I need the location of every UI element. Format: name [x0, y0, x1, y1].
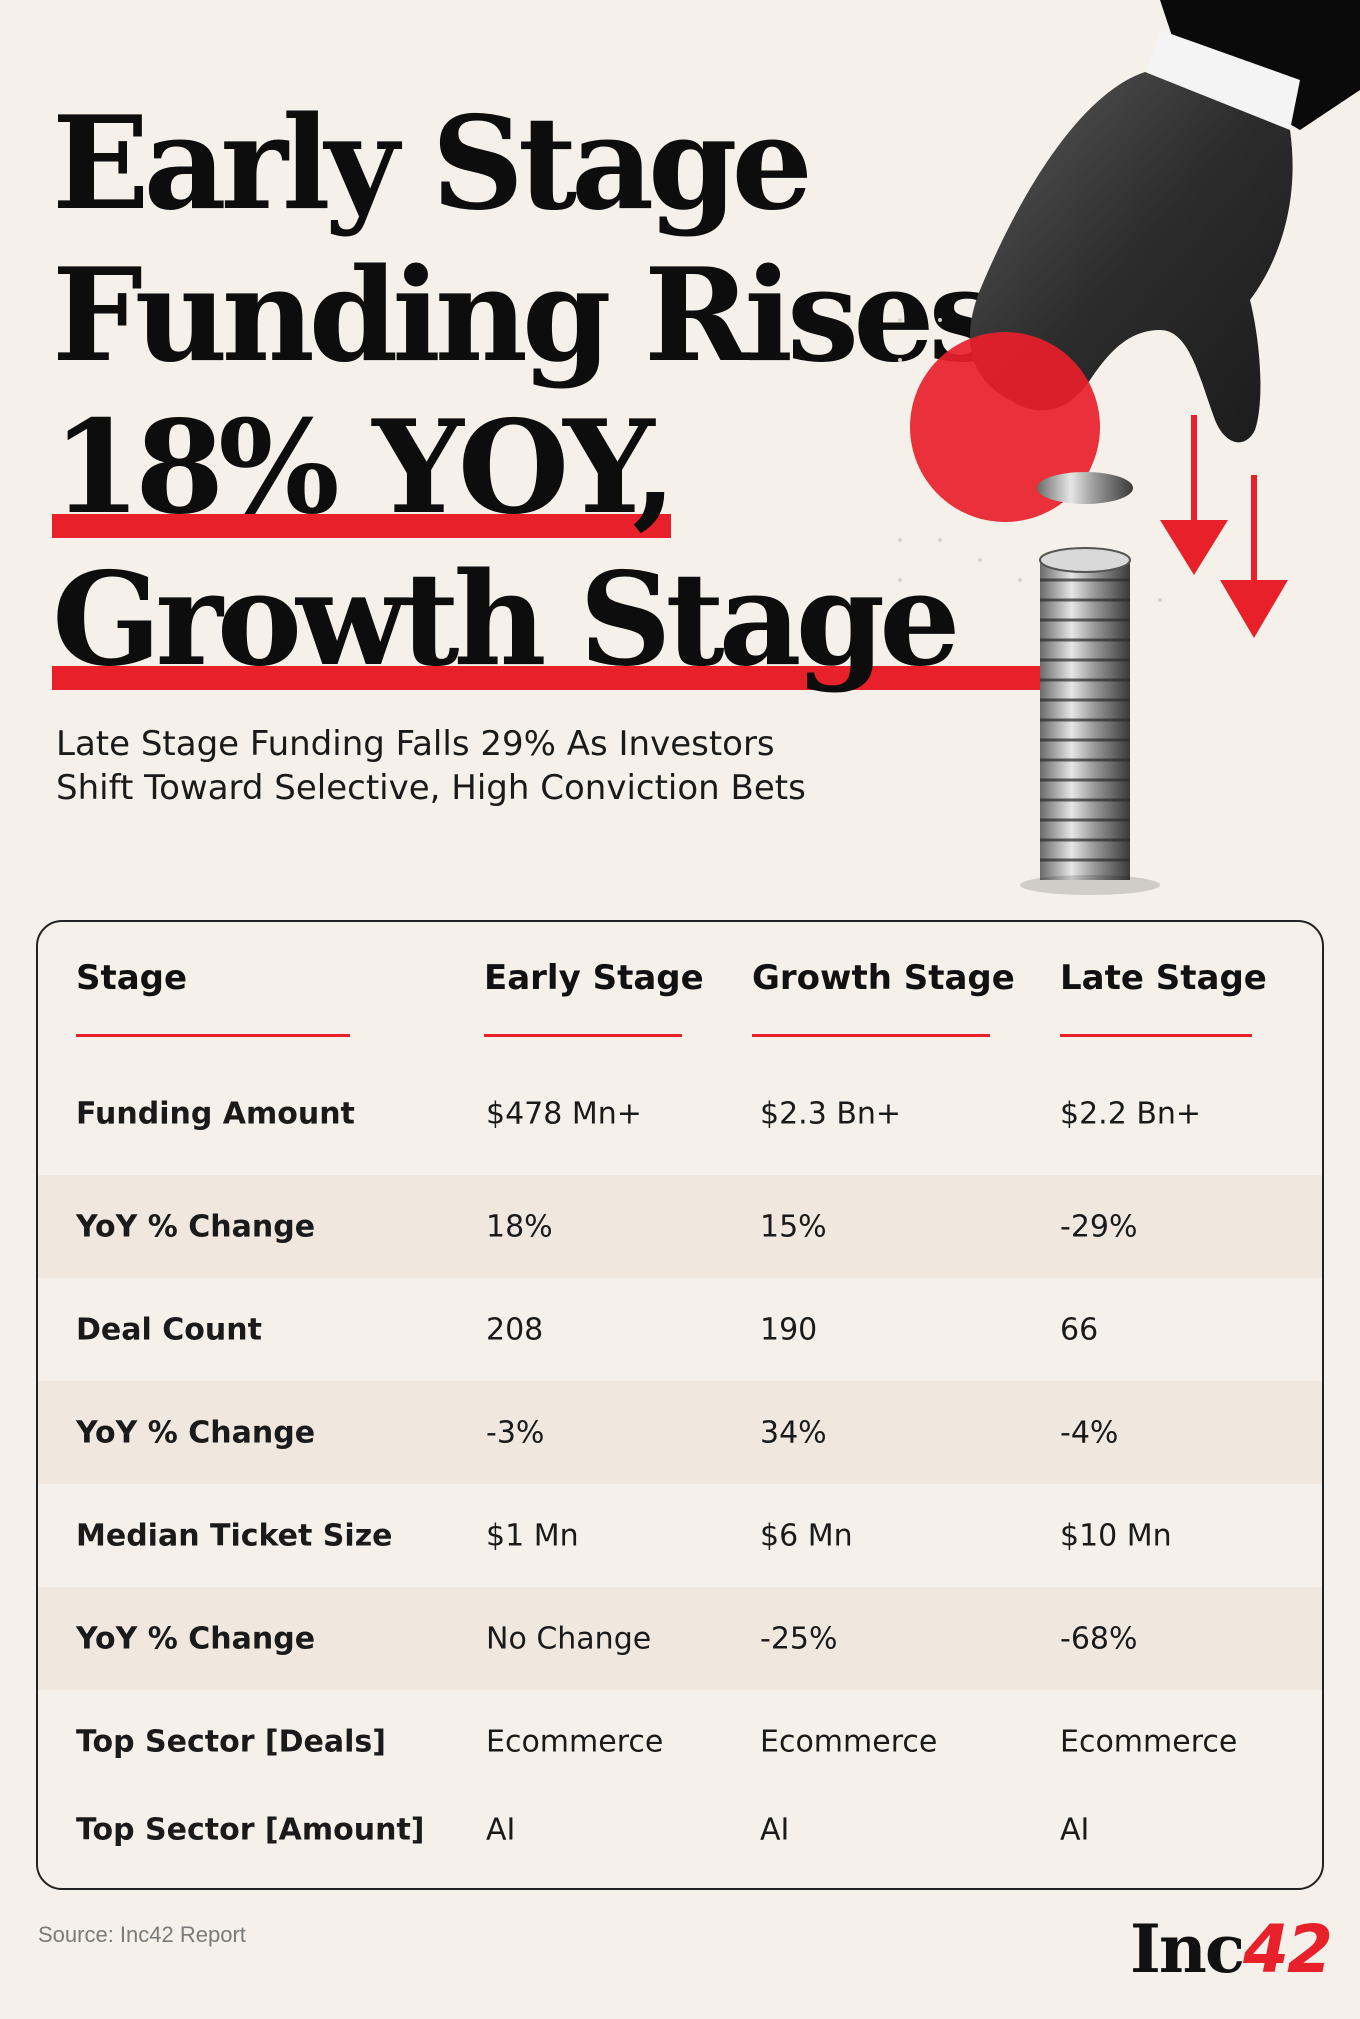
brand-logo: Inc42: [1130, 1910, 1333, 1988]
header-late-stage: Late Stage: [1060, 958, 1267, 998]
table-row: Top Sector [Deals] Ecommerce Ecommerce E…: [38, 1690, 1322, 1793]
table-cell: 15%: [760, 1209, 827, 1244]
table-cell: 208: [486, 1312, 544, 1347]
table-header: Stage Early Stage Growth Stage Late Stag…: [38, 922, 1322, 1042]
table-cell: -4%: [1060, 1415, 1119, 1450]
table-row: YoY % Change 18% 15% -29%: [38, 1175, 1322, 1278]
subheadline: Late Stage Funding Falls 29% As Investor…: [56, 722, 806, 810]
table-cell: -25%: [760, 1621, 838, 1656]
row-label: Funding Amount: [76, 1096, 355, 1131]
header-underline: [484, 1034, 682, 1037]
header-growth-stage: Growth Stage: [752, 958, 1015, 998]
table-cell: -68%: [1060, 1621, 1138, 1656]
header-underline: [76, 1034, 350, 1037]
table-cell: 18%: [486, 1209, 553, 1244]
table-cell: Ecommerce: [486, 1724, 664, 1759]
header-underline: [752, 1034, 990, 1037]
brand-text: Inc: [1130, 1910, 1245, 1988]
source-note: Source: Inc42 Report: [38, 1922, 246, 1947]
row-label: Deal Count: [76, 1312, 262, 1347]
header-early-stage: Early Stage: [484, 958, 704, 998]
cuff-shape: [1145, 30, 1300, 130]
row-label: YoY % Change: [76, 1621, 316, 1656]
brand-number: 42: [1243, 1911, 1333, 1988]
table-cell: $2.3 Bn+: [760, 1096, 902, 1131]
table-cell: $1 Mn: [486, 1518, 579, 1553]
table-cell: $478 Mn+: [486, 1096, 642, 1131]
table-cell: $6 Mn: [760, 1518, 853, 1553]
table-row: YoY % Change No Change -25% -68%: [38, 1587, 1322, 1690]
sleeve-shape: [1160, 0, 1360, 130]
coin-stack-icon: [1020, 547, 1160, 895]
table-cell: AI: [486, 1812, 516, 1847]
headline-line-2: Funding Rises: [52, 241, 1001, 391]
headline-line-4: Growth Stage: [52, 545, 1049, 695]
down-arrow-icon-2: [1220, 475, 1288, 638]
red-circle-shape: [910, 332, 1100, 522]
subheadline-line-2: Shift Toward Selective, High Conviction …: [56, 768, 806, 808]
table-row: Deal Count 208 190 66: [38, 1278, 1322, 1381]
row-label: YoY % Change: [76, 1209, 316, 1244]
table-cell: AI: [760, 1812, 790, 1847]
row-label: Top Sector [Amount]: [76, 1812, 425, 1847]
headline: Early Stage Funding Rises 18% YOY, Growt…: [52, 88, 1049, 696]
row-label: Top Sector [Deals]: [76, 1724, 386, 1759]
funding-table: Stage Early Stage Growth Stage Late Stag…: [36, 920, 1324, 1890]
falling-coin-icon: [1037, 472, 1133, 504]
table-cell: -29%: [1060, 1209, 1138, 1244]
table-cell: 66: [1060, 1312, 1099, 1347]
table-cell: No Change: [486, 1621, 652, 1656]
hand-dropping-coin-illustration: [898, 0, 1360, 895]
headline-line-3: 18% YOY,: [52, 393, 677, 543]
row-label: YoY % Change: [76, 1415, 316, 1450]
table-cell: Ecommerce: [760, 1724, 938, 1759]
subheadline-line-1: Late Stage Funding Falls 29% As Investor…: [56, 724, 775, 764]
table-row: YoY % Change -3% 34% -4%: [38, 1381, 1322, 1484]
table-cell: Ecommerce: [1060, 1724, 1238, 1759]
table-cell: 190: [760, 1312, 818, 1347]
table-cell: $2.2 Bn+: [1060, 1096, 1202, 1131]
grid-dots: [898, 318, 1162, 602]
table-cell: 34%: [760, 1415, 827, 1450]
header-stage: Stage: [76, 958, 188, 998]
table-cell: -3%: [486, 1415, 545, 1450]
row-label: Median Ticket Size: [76, 1518, 393, 1553]
headline-line-1: Early Stage: [52, 89, 813, 239]
table-row: Median Ticket Size $1 Mn $6 Mn $10 Mn: [38, 1484, 1322, 1587]
down-arrow-icon: [1160, 415, 1228, 575]
table-cell: AI: [1060, 1812, 1090, 1847]
table-row: Funding Amount $478 Mn+ $2.3 Bn+ $2.2 Bn…: [38, 1062, 1322, 1165]
header-underline: [1060, 1034, 1252, 1037]
table-cell: $10 Mn: [1060, 1518, 1172, 1553]
table-row: Top Sector [Amount] AI AI AI: [38, 1778, 1322, 1881]
